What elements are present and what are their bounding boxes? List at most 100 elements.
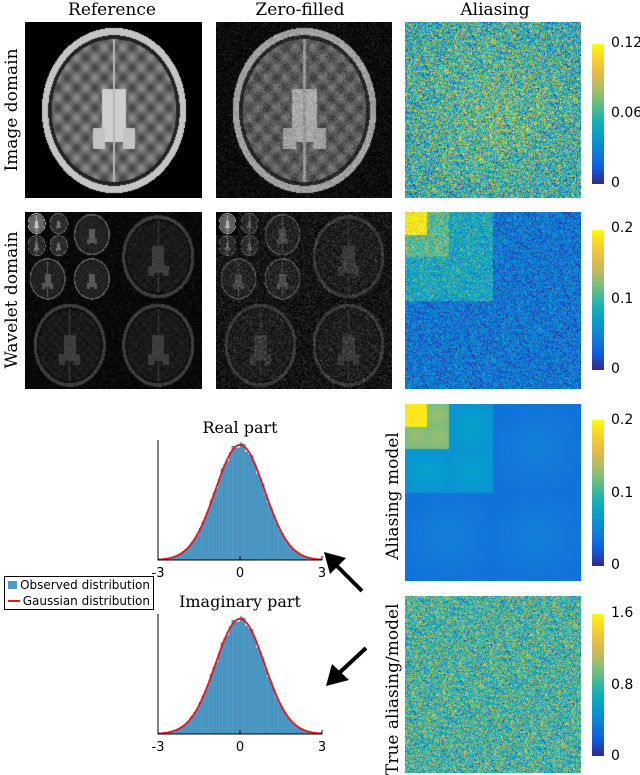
colorbar-true-aliasing-model: [592, 614, 604, 756]
colorbar-tick: 0.2: [611, 412, 634, 428]
row-label-wavelet-domain: Wavelet domain: [2, 231, 22, 369]
histogram-bar: [217, 479, 221, 561]
histogram-title-real: Real part: [202, 418, 278, 437]
arrow-to-imaginary-part: [326, 646, 368, 686]
histogram-imaginary-part: -3 0 3: [152, 614, 326, 755]
histogram-bar: [248, 454, 251, 561]
histogram-bar: [239, 616, 243, 735]
gaussian-curve: [157, 617, 323, 735]
colorbar-tick: 0: [611, 361, 620, 377]
histogram-bar: [217, 653, 221, 735]
histogram-bar: [237, 621, 240, 735]
gaussian-curve: [157, 443, 323, 561]
colorbar-tick: 0.8: [611, 677, 634, 693]
histogram-bar: [286, 716, 290, 735]
histogram-bar: [280, 707, 284, 735]
histogram-bar: [258, 478, 262, 561]
colorbar-tick: 0.2: [611, 220, 634, 236]
histogram-bar: [278, 702, 281, 735]
histogram-bar: [261, 657, 265, 735]
legend-item-gaussian: Gaussian distribution: [5, 593, 153, 609]
histogram-bar: [261, 483, 265, 561]
histogram-bar: [201, 521, 205, 561]
histogram-bar: [283, 712, 287, 735]
arrow-to-real-part: [324, 552, 364, 593]
zero-filled-wavelet-panel: [216, 212, 392, 389]
reference-image-panel: [25, 22, 202, 198]
histogram-bar: [237, 447, 240, 561]
histogram-bar: [264, 668, 268, 735]
colorbar-tick: 0: [611, 557, 620, 573]
histogram-bar: [207, 510, 210, 561]
colorbar-tick: 0.1: [611, 485, 634, 501]
histogram-bar: [231, 445, 235, 561]
x-tick-label: 3: [318, 740, 326, 755]
column-title-aliasing: Aliasing: [460, 0, 530, 20]
histogram-bar: [198, 528, 202, 561]
histogram-bar: [226, 461, 229, 561]
histogram-bar: [193, 538, 197, 561]
histogram-bar: [272, 688, 276, 735]
histogram-bar: [253, 463, 257, 561]
colorbar-tick: 1.6: [611, 605, 634, 621]
legend-label-gaussian: Gaussian distribution: [22, 594, 150, 608]
legend-line-gaussian: [8, 600, 20, 602]
aliasing-image-panel: [405, 22, 581, 198]
histogram-bar: [228, 452, 232, 561]
aliasing-wavelet-panel: [405, 212, 581, 389]
histogram-bar: [242, 618, 246, 735]
histogram-bar: [196, 534, 199, 561]
histogram-bar: [269, 682, 273, 735]
colorbar-tick: 0: [611, 748, 620, 764]
histogram-bar: [212, 666, 216, 735]
aliasing-model-panel: [405, 404, 581, 581]
histogram-bar: [204, 690, 208, 735]
column-title-zero-filled: Zero-filled: [255, 0, 345, 20]
histogram-bar: [231, 619, 235, 735]
histogram-bar: [275, 523, 279, 561]
histogram-bar: [209, 674, 213, 735]
colorbar-wavelet-aliasing: [592, 230, 604, 370]
histogram-bar: [250, 455, 254, 561]
x-tick-label: -3: [152, 566, 165, 581]
histogram-bar: [278, 528, 281, 561]
histogram-bar: [283, 538, 287, 561]
histogram-bar: [220, 642, 224, 735]
histogram-bar: [280, 533, 284, 561]
row-label-aliasing-model: Aliasing model: [383, 432, 403, 560]
histogram-bar: [239, 442, 243, 561]
true-aliasing-model-panel: [405, 596, 581, 773]
histogram-bar: [228, 626, 232, 735]
histogram-bar: [256, 647, 259, 735]
x-tick-label: 0: [236, 566, 244, 581]
histogram-bar: [264, 494, 268, 561]
x-tick-label: 0: [236, 740, 244, 755]
histogram-bar: [272, 514, 276, 561]
histogram-bar: [226, 635, 229, 735]
histogram-bar: [242, 444, 246, 561]
x-tick-label: 3: [318, 566, 326, 581]
histogram-bar: [196, 708, 199, 735]
colorbar-tick: 0: [611, 175, 620, 191]
histogram-bar: [212, 492, 216, 561]
histogram-bar: [223, 464, 227, 561]
histogram-bar: [253, 637, 257, 735]
histogram-bar: [209, 500, 213, 561]
histogram-bar: [193, 712, 197, 735]
legend-item-observed: Observed distribution: [5, 577, 153, 593]
colorbar-image-aliasing: [592, 44, 604, 184]
histogram-bar: [248, 628, 251, 735]
histogram-bar: [286, 542, 290, 561]
row-label-image-domain: Image domain: [2, 48, 22, 172]
colorbar-tick: 0.06: [611, 105, 640, 121]
colorbar-tick: 0.1: [611, 291, 634, 307]
legend: Observed distribution Gaussian distribut…: [4, 576, 154, 610]
histogram-bar: [204, 516, 208, 561]
histogram-bar: [198, 702, 202, 735]
colorbar-aliasing-model: [592, 420, 604, 566]
histogram-bar: [245, 451, 249, 561]
histogram-bar: [234, 621, 238, 735]
histogram-bar: [234, 447, 238, 561]
histogram-bar: [223, 638, 227, 735]
histogram-bar: [220, 468, 224, 561]
